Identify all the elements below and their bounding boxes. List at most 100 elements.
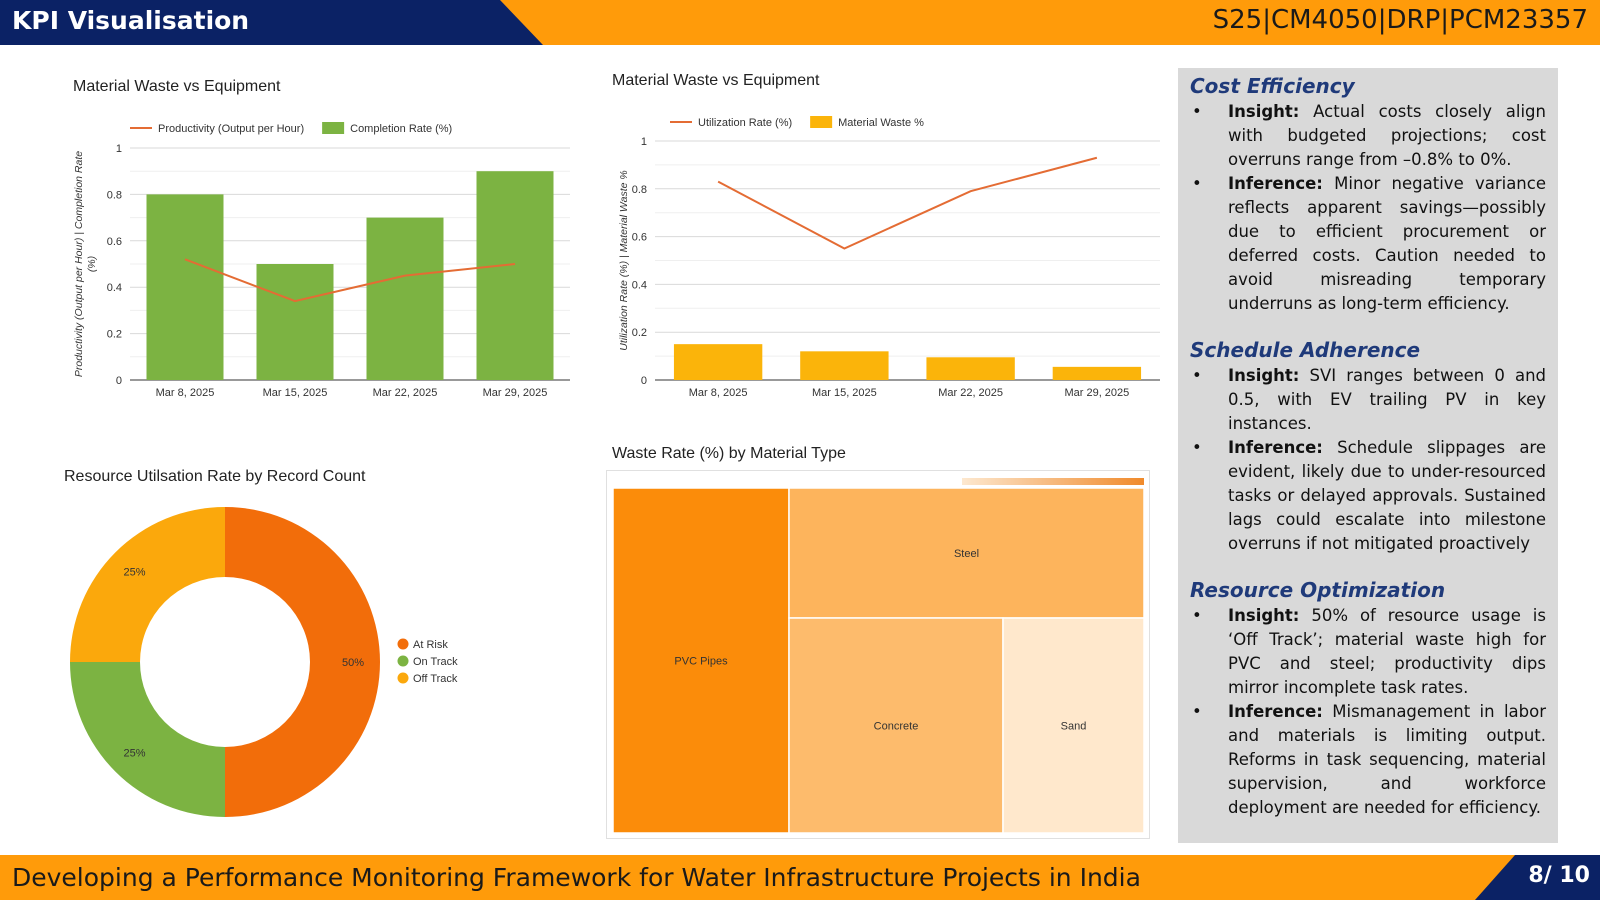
bullet-text: SVI ranges between 0 and 0.5, with EV tr… <box>1228 366 1546 433</box>
legend-label: Off Track <box>413 673 458 685</box>
legend-swatch <box>322 122 345 134</box>
bullet-icon: • <box>1192 102 1202 121</box>
y-axis-label: Utilization Rate (%) | Material Waste % <box>618 170 630 351</box>
treemap-cell-label: Sand <box>1061 721 1087 733</box>
y-tick-label: 0 <box>641 375 647 387</box>
bullet-icon: • <box>1192 702 1202 721</box>
bullet-item: • Insight: 50% of resource usage is ‘Off… <box>1190 604 1546 700</box>
insight-section-schedule: Schedule Adherence • Insight: SVI ranges… <box>1190 338 1546 556</box>
bullet-item: • Inference: Schedule slippages are evid… <box>1190 436 1546 556</box>
course-code: S25|CM4050|DRP|PCM23357 <box>1212 5 1588 35</box>
bullet-item: • Inference: Mismanagement in labor and … <box>1190 700 1546 820</box>
footer-navy-band <box>1475 855 1600 900</box>
bar <box>256 264 334 380</box>
bullet-icon: • <box>1192 606 1202 625</box>
slice-label: 25% <box>123 748 145 760</box>
slide-header: KPI Visualisation S25|CM4050|DRP|PCM2335… <box>0 0 1600 45</box>
y-tick-label: 0.6 <box>632 232 647 244</box>
legend-label: Completion Rate (%) <box>350 123 452 135</box>
x-tick-label: Mar 15, 2025 <box>812 387 877 399</box>
bar <box>1052 366 1142 380</box>
bar <box>673 344 763 380</box>
bullet-key: Insight: <box>1228 102 1300 121</box>
section-heading: Resource Optimization <box>1190 578 1446 602</box>
legend-label: On Track <box>413 656 458 668</box>
y-tick-label: 0.4 <box>107 282 122 294</box>
chart4-title: Waste Rate (%) by Material Type <box>612 445 846 462</box>
treemap-cell-label: PVC Pipes <box>674 656 728 668</box>
bar <box>476 171 554 380</box>
slide-footer: Developing a Performance Monitoring Fram… <box>0 855 1600 900</box>
slice-label: 50% <box>342 657 364 669</box>
y-tick-label: 0 <box>116 375 122 387</box>
chart1-combo-chart: 0 0.2 0.4 0.6 0.8 1 Productivity (Output per H… <box>73 122 570 399</box>
line-series <box>717 156 1098 250</box>
bullet-text: Minor negative variance reflects apparen… <box>1228 174 1546 313</box>
x-tick-label: Mar 15, 2025 <box>263 387 328 399</box>
section-heading: Schedule Adherence <box>1190 338 1421 362</box>
bar <box>800 351 889 380</box>
bullet-key: Inference: <box>1228 702 1323 721</box>
chart3-donut-chart: 50% 25% 25% At Risk On Track Off Track <box>70 507 458 817</box>
legend-label: Material Waste % <box>838 117 924 129</box>
donut-slice <box>70 662 225 817</box>
y-axis-label-line: (%) <box>86 256 98 272</box>
bar <box>926 357 1015 380</box>
legend-dot-icon <box>397 655 409 667</box>
insight-section-cost: Cost Efficiency • Insight: Actual costs … <box>1190 74 1546 316</box>
bullet-key: Insight: <box>1228 606 1300 625</box>
chart4-treemap: PVC Pipes Steel Concrete Sand <box>606 470 1150 839</box>
bullet-key: Inference: <box>1228 438 1323 457</box>
bar <box>366 217 444 380</box>
insights-panel: Cost Efficiency • Insight: Actual costs … <box>1178 68 1558 843</box>
y-axis-label-line: Productivity (Output per Hour) | Complet… <box>73 151 85 377</box>
bullet-text: 50% of resource usage is ‘Off Track’; ma… <box>1228 606 1546 697</box>
bullet-icon: • <box>1192 174 1202 193</box>
x-tick-label: Mar 29, 2025 <box>483 387 548 399</box>
bullet-key: Insight: <box>1228 366 1300 385</box>
color-scale-bar <box>962 478 1144 485</box>
slice-label: 25% <box>123 566 145 578</box>
insight-section-resource: Resource Optimization • Insight: 50% of … <box>1190 578 1546 820</box>
y-tick-label: 0.8 <box>632 184 647 196</box>
header-background <box>0 0 1600 45</box>
section-heading: Cost Efficiency <box>1190 74 1355 98</box>
line-series <box>184 258 516 303</box>
donut-slice <box>225 507 380 817</box>
header-navy-band <box>0 0 543 45</box>
treemap-cell-label: Steel <box>954 548 979 560</box>
bullet-text: Mismanagement in labor and materials is … <box>1228 702 1546 817</box>
bullet-item: • Insight: SVI ranges between 0 and 0.5,… <box>1190 364 1546 436</box>
chart1-title: Material Waste vs Equipment <box>73 78 281 95</box>
y-tick-label: 1 <box>641 136 647 148</box>
legend-label: At Risk <box>413 639 448 651</box>
bullet-icon: • <box>1192 438 1202 457</box>
legend-dot-icon <box>397 638 409 650</box>
footer-background <box>0 855 1600 900</box>
bullet-item: • Insight: Actual costs closely align wi… <box>1190 100 1546 172</box>
bullet-text: Actual costs closely align with budgeted… <box>1228 102 1546 169</box>
x-tick-label: Mar 8, 2025 <box>156 387 215 399</box>
x-tick-label: Mar 8, 2025 <box>689 387 748 399</box>
bullet-key: Inference: <box>1228 174 1323 193</box>
y-axis-label: Productivity (Output per Hour) | Complet… <box>73 151 98 377</box>
legend-swatch <box>810 116 833 128</box>
y-tick-label: 0.2 <box>632 327 647 339</box>
y-tick-label: 0.6 <box>107 236 122 248</box>
treemap-cell <box>788 617 1004 834</box>
page-number: 8/ 10 <box>1528 863 1590 888</box>
bullet-item: • Inference: Minor negative variance ref… <box>1190 172 1546 316</box>
chart2-title: Material Waste vs Equipment <box>612 72 820 89</box>
bullet-icon: • <box>1192 366 1202 385</box>
bullet-text: Schedule slippages are evident, likely d… <box>1228 438 1546 553</box>
treemap-cell <box>612 487 790 834</box>
legend-label: Utilization Rate (%) <box>698 117 792 129</box>
legend-label: Productivity (Output per Hour) <box>158 123 304 135</box>
bar <box>146 194 224 380</box>
donut-slice <box>70 507 225 662</box>
legend-dot-icon <box>397 672 409 684</box>
x-tick-label: Mar 22, 2025 <box>373 387 438 399</box>
x-tick-label: Mar 22, 2025 <box>938 387 1003 399</box>
treemap-cell-label: Concrete <box>874 721 919 733</box>
x-tick-label: Mar 29, 2025 <box>1064 387 1129 399</box>
